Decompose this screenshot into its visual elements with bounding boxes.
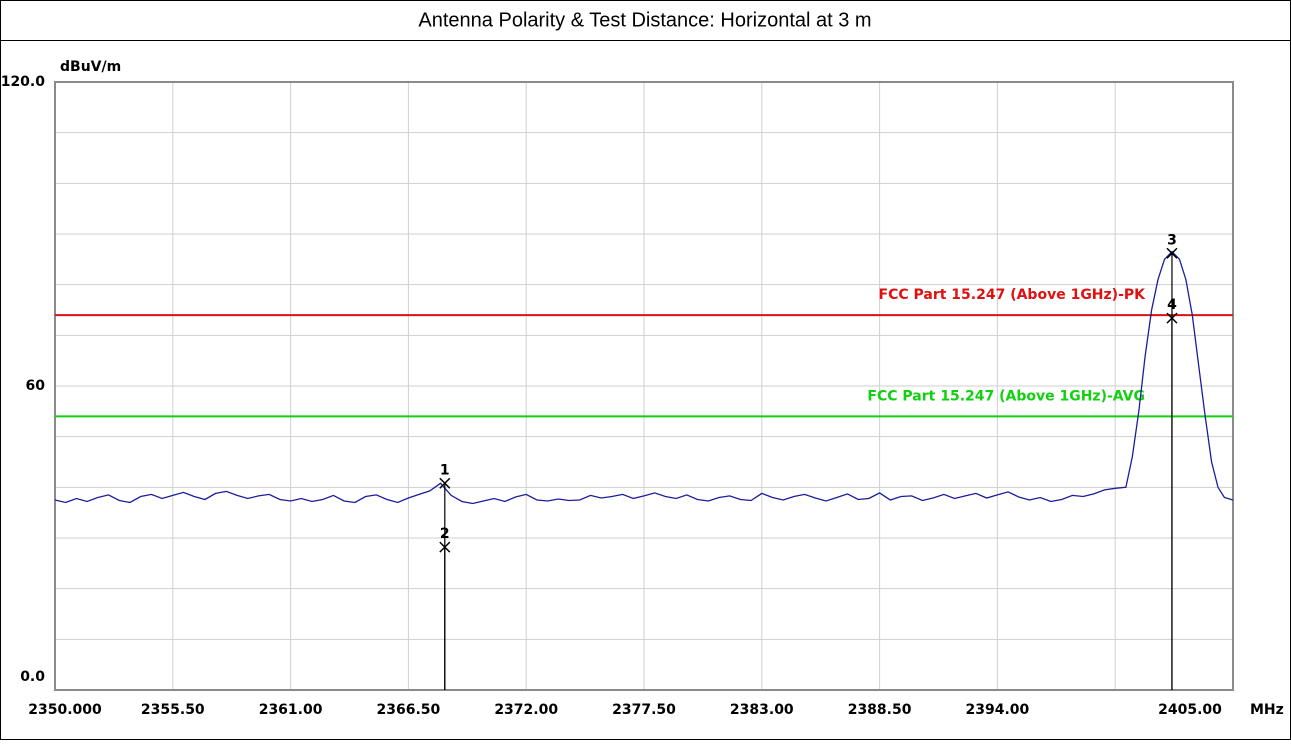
marker-label: 2: [440, 526, 450, 542]
y-tick-label: 60: [26, 378, 46, 394]
y-unit: dBuV/m: [60, 59, 121, 75]
x-tick-label: 2388.50: [848, 702, 912, 718]
limit-label: FCC Part 15.247 (Above 1GHz)-PK: [879, 287, 1147, 303]
limit-label: FCC Part 15.247 (Above 1GHz)-AVG: [867, 388, 1145, 404]
plot-border: [54, 81, 1234, 691]
x-tick-label: 2383.00: [730, 702, 794, 718]
x-tick-label: 2394.00: [966, 702, 1030, 718]
x-unit: MHz: [1250, 702, 1284, 718]
y-tick-label: 0.0: [20, 669, 45, 685]
marker: [1166, 312, 1178, 324]
x-tick-label: 2361.00: [259, 702, 323, 718]
trace: [54, 250, 1234, 505]
marker-label: 3: [1167, 232, 1177, 248]
x-tick-label: 2350.000: [28, 702, 102, 718]
y-tick-label: 120.0: [1, 74, 46, 90]
x-tick-label: 2355.50: [141, 702, 205, 718]
marker: [439, 477, 451, 489]
marker: [439, 541, 451, 553]
x-tick-label: 2377.50: [612, 702, 676, 718]
chart-title: Antenna Polarity & Test Distance: Horizo…: [418, 9, 871, 31]
x-tick-label: 2372.00: [494, 702, 558, 718]
x-tick-label: 2405.00: [1158, 702, 1222, 718]
x-tick-label: 2366.50: [377, 702, 441, 718]
marker: [1166, 247, 1178, 259]
marker-label: 1: [440, 462, 450, 478]
marker-label: 4: [1167, 297, 1177, 313]
